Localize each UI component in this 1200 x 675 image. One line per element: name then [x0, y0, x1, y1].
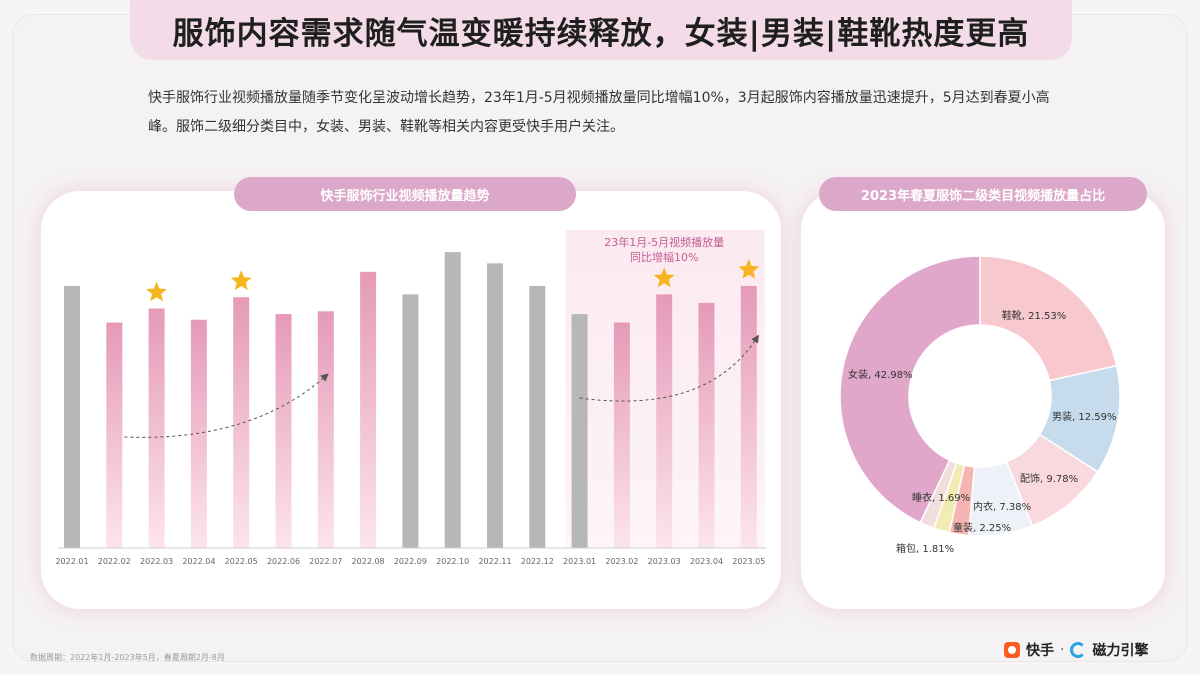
star-icon [230, 270, 252, 291]
x-tick-2022.04: 2022.04 [182, 557, 215, 566]
brand-logos: 快手 · 磁力引擎 [1004, 640, 1148, 660]
logo-separator: · [1060, 642, 1065, 658]
cili-logo-icon [1070, 642, 1087, 658]
bar-2022.10 [444, 252, 461, 548]
donut-chart-title: 2023年春夏服饰二级类目视频播放量占比 [819, 177, 1147, 211]
slice-label-男装: 男装, 12.59% [1052, 410, 1117, 423]
x-tick-2022.02: 2022.02 [98, 557, 131, 566]
trend-arrow-2022 [124, 373, 329, 438]
bar-chart-title: 快手服饰行业视频播放量趋势 [234, 177, 576, 211]
x-tick-2023.02: 2023.02 [605, 557, 638, 566]
bar-2023.01 [571, 314, 588, 548]
star-icon [653, 267, 675, 288]
highlight-label-2: 同比增幅10% [630, 250, 698, 264]
bar-2022.04 [190, 319, 207, 548]
x-tick-2023.05: 2023.05 [732, 557, 765, 566]
x-tick-2023.03: 2023.03 [648, 557, 681, 566]
bar-chart: 23年1月-5月视频播放量同比增幅10% 2022.01 2022.02 2022.0… [55, 230, 767, 566]
bar-2022.05 [233, 297, 250, 548]
x-tick-2023.01: 2023.01 [563, 557, 596, 566]
x-tick-2022.06: 2022.06 [267, 557, 300, 566]
slice-女装 [839, 255, 981, 524]
x-tick-2022.10: 2022.10 [436, 557, 469, 566]
bar-2022.08 [360, 271, 377, 548]
bar-2022.09 [402, 294, 419, 548]
title-banner: 服饰内容需求随气温变暖持续释放，女装|男装|鞋靴热度更高 [130, 0, 1072, 60]
page-title: 服饰内容需求随气温变暖持续释放，女装|男装|鞋靴热度更高 [172, 15, 1030, 52]
slice-label-睡衣: 睡衣, 1.69% [912, 491, 970, 504]
donut-chart-panel: 鞋靴, 21.53% 男装, 12.59% 配饰, 9.78% 内衣, 7.38% 童装… [800, 190, 1166, 610]
slice-鞋靴 [979, 255, 1118, 382]
data-period-note: 数据周期：2022年1月-2023年5月，春夏周期2月-8月 [30, 653, 225, 662]
x-tick-2022.09: 2022.09 [394, 557, 427, 566]
slice-label-箱包: 箱包, 1.81% [896, 542, 954, 555]
x-tick-2023.04: 2023.04 [690, 557, 723, 566]
bar-2022.02 [106, 322, 123, 548]
slice-label-女装: 女装, 42.98% [848, 368, 913, 381]
x-tick-2022.08: 2022.08 [352, 557, 385, 566]
bar-2023.02 [613, 322, 630, 548]
bar-2022.12 [529, 285, 546, 548]
kuaishou-logo-text: 快手 [1026, 643, 1054, 659]
intro-paragraph: 快手服饰行业视频播放量随季节变化呈波动增长趋势，23年1月-5月视频播放量同比增… [148, 90, 1050, 135]
kuaishou-logo-icon [1004, 642, 1020, 658]
cili-logo-text: 磁力引擎 [1092, 643, 1149, 659]
bar-2023.03 [656, 294, 673, 548]
bar-2023.04 [698, 302, 715, 548]
bar-2022.03 [148, 308, 165, 548]
star-icon [738, 258, 760, 279]
highlight-label-1: 23年1月-5月视频播放量 [604, 235, 724, 249]
slice-label-配饰: 配饰, 9.78% [1020, 472, 1078, 485]
x-tick-2022.12: 2022.12 [521, 557, 554, 566]
donut-chart: 鞋靴, 21.53% 男装, 12.59% 配饰, 9.78% 内衣, 7.38% 童装… [839, 255, 1121, 555]
x-tick-2022.05: 2022.05 [225, 557, 258, 566]
slice-label-内衣: 内衣, 7.38% [973, 500, 1031, 513]
trend-arrow-2023 [579, 334, 759, 402]
bar-chart-panel: 23年1月-5月视频播放量 同比增幅10% 2022.01 2022.02 2022.0… [40, 190, 782, 610]
bar-2023.05 [740, 285, 757, 548]
slice-label-童装: 童装, 2.25% [953, 521, 1011, 534]
bar-2022.01 [64, 285, 80, 548]
bar-2022.11 [487, 263, 503, 548]
bar-2022.06 [275, 314, 292, 548]
star-icon [146, 281, 168, 302]
x-tick-2022.01: 2022.01 [55, 557, 88, 566]
x-tick-2022.07: 2022.07 [309, 557, 342, 566]
x-tick-2022.11: 2022.11 [478, 557, 511, 566]
slice-label-鞋靴: 鞋靴, 21.53% [1002, 309, 1067, 322]
x-tick-2022.03: 2022.03 [140, 557, 173, 566]
bar-2022.07 [317, 311, 334, 548]
